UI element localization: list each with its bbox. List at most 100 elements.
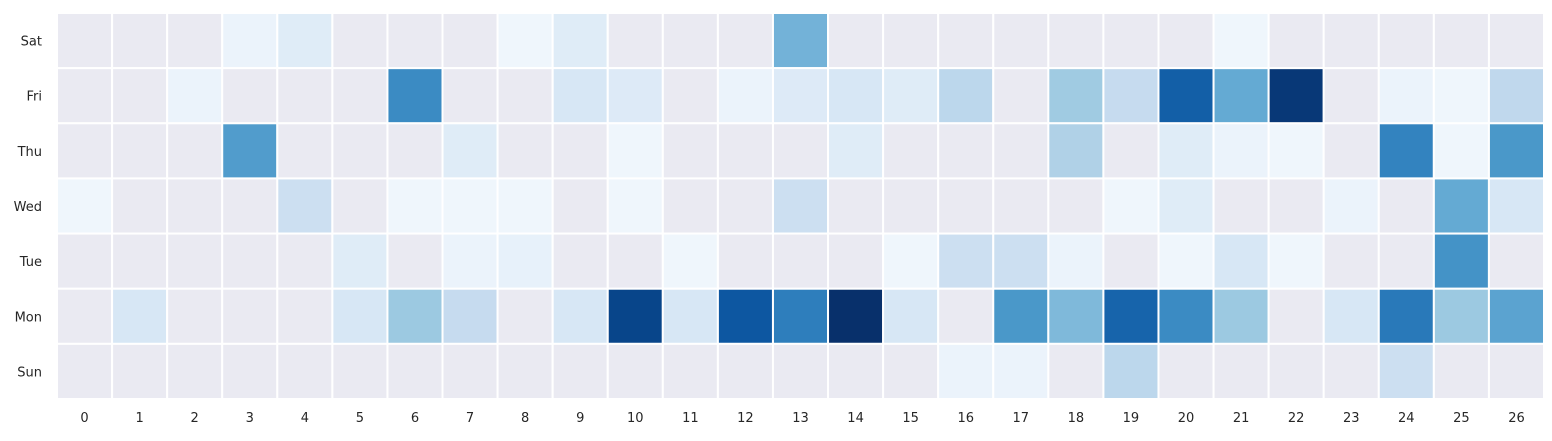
heatmap-cells xyxy=(56,12,1545,401)
heatmap-cell-mon-15 xyxy=(882,287,940,345)
heatmap-cell-thu-25 xyxy=(1432,122,1490,180)
x-tick-label: 4 xyxy=(301,411,309,426)
x-tick-label: 10 xyxy=(627,411,644,426)
heatmap-cell-sun-0 xyxy=(56,342,114,401)
heatmap-cell-wed-18 xyxy=(1047,177,1105,235)
heatmap-cell-mon-14 xyxy=(827,287,885,345)
heatmap-cell-tue-13 xyxy=(771,232,830,290)
heatmap-cell-fri-12 xyxy=(716,67,774,125)
heatmap-cell-fri-13 xyxy=(771,67,830,125)
heatmap-cell-mon-11 xyxy=(661,287,719,345)
heatmap-cell-sun-1 xyxy=(111,342,169,401)
heatmap-cell-tue-9 xyxy=(551,232,609,290)
heatmap-cell-fri-4 xyxy=(276,67,334,125)
heatmap-cell-mon-1 xyxy=(111,287,169,345)
heatmap-cell-wed-23 xyxy=(1322,177,1380,235)
heatmap-cell-wed-12 xyxy=(716,177,774,235)
heatmap-cell-fri-6 xyxy=(386,67,444,125)
heatmap-cell-wed-6 xyxy=(386,177,444,235)
heatmap-cell-thu-6 xyxy=(386,122,444,180)
x-tick-label: 5 xyxy=(356,411,364,426)
heatmap-cell-tue-3 xyxy=(221,232,279,290)
heatmap-cell-wed-26 xyxy=(1487,177,1545,235)
heatmap-cell-mon-8 xyxy=(496,287,554,345)
heatmap-cell-thu-5 xyxy=(331,122,389,180)
x-axis-tick-labels: 0 1 2 3 4 5 6 7 8 9 10 11 12 13 14 15 16 17 18 19 20 21 22 23 24… xyxy=(80,411,1524,426)
heatmap-cell-sat-11 xyxy=(661,12,719,70)
heatmap-cell-fri-1 xyxy=(111,67,169,125)
heatmap-cell-tue-19 xyxy=(1102,232,1160,290)
heatmap-cell-sat-1 xyxy=(111,12,169,70)
y-axis-tick-labels: Sat Fri Thu Wed Tue Mon Sun xyxy=(14,35,42,381)
heatmap-cell-fri-21 xyxy=(1212,67,1270,125)
heatmap-cell-wed-19 xyxy=(1102,177,1160,235)
heatmap-cell-thu-20 xyxy=(1157,122,1215,180)
heatmap-cell-tue-24 xyxy=(1377,232,1435,290)
heatmap-cell-wed-16 xyxy=(937,177,995,235)
heatmap-cell-sun-19 xyxy=(1102,342,1160,401)
heatmap-cell-mon-10 xyxy=(606,287,664,345)
heatmap-cell-fri-3 xyxy=(221,67,279,125)
y-tick-label: Tue xyxy=(19,255,42,270)
heatmap-cell-fri-7 xyxy=(441,67,499,125)
heatmap-cell-sun-7 xyxy=(441,342,499,401)
heatmap-cell-tue-12 xyxy=(716,232,774,290)
heatmap-cell-mon-24 xyxy=(1377,287,1435,345)
heatmap-cell-thu-11 xyxy=(661,122,719,180)
y-tick-label: Sun xyxy=(17,365,42,380)
heatmap-cell-sat-18 xyxy=(1047,12,1105,70)
heatmap-cell-tue-21 xyxy=(1212,232,1270,290)
heatmap-cell-thu-4 xyxy=(276,122,334,180)
heatmap-cell-sat-4 xyxy=(276,12,334,70)
y-tick-label: Fri xyxy=(27,90,43,105)
x-tick-label: 25 xyxy=(1453,411,1470,426)
heatmap-cell-thu-0 xyxy=(56,122,114,180)
heatmap-cell-wed-21 xyxy=(1212,177,1270,235)
heatmap-cell-fri-5 xyxy=(331,67,389,125)
heatmap-cell-thu-2 xyxy=(166,122,224,180)
heatmap-cell-tue-8 xyxy=(496,232,554,290)
heatmap-cell-thu-7 xyxy=(441,122,499,180)
heatmap-cell-sun-24 xyxy=(1377,342,1435,401)
heatmap-cell-sat-16 xyxy=(937,12,995,70)
x-tick-label: 11 xyxy=(682,411,699,426)
x-tick-label: 22 xyxy=(1288,411,1305,426)
heatmap-cell-sun-18 xyxy=(1047,342,1105,401)
heatmap-cell-wed-20 xyxy=(1157,177,1215,235)
heatmap-cell-sat-23 xyxy=(1322,12,1380,70)
heatmap-cell-mon-13 xyxy=(771,287,830,345)
heatmap-cell-sun-25 xyxy=(1432,342,1490,401)
heatmap-cell-thu-15 xyxy=(882,122,940,180)
x-tick-label: 14 xyxy=(847,411,864,426)
heatmap-cell-sun-21 xyxy=(1212,342,1270,401)
heatmap-cell-thu-23 xyxy=(1322,122,1380,180)
x-tick-label: 24 xyxy=(1398,411,1415,426)
heatmap-cell-wed-13 xyxy=(771,177,830,235)
heatmap-cell-wed-3 xyxy=(221,177,279,235)
x-tick-label: 26 xyxy=(1508,411,1525,426)
heatmap-cell-wed-25 xyxy=(1432,177,1490,235)
heatmap-cell-tue-11 xyxy=(661,232,719,290)
heatmap-cell-tue-4 xyxy=(276,232,334,290)
x-tick-label: 20 xyxy=(1178,411,1195,426)
heatmap-cell-sun-17 xyxy=(992,342,1050,401)
heatmap-cell-sat-19 xyxy=(1102,12,1160,70)
heatmap-cell-mon-12 xyxy=(716,287,774,345)
heatmap-cell-thu-8 xyxy=(496,122,554,180)
heatmap-cell-sun-9 xyxy=(551,342,609,401)
heatmap-cell-fri-11 xyxy=(661,67,719,125)
heatmap-cell-thu-21 xyxy=(1212,122,1270,180)
heatmap-cell-sun-12 xyxy=(716,342,774,401)
heatmap-cell-wed-2 xyxy=(166,177,224,235)
heatmap-cell-sat-20 xyxy=(1157,12,1215,70)
heatmap-cell-tue-7 xyxy=(441,232,499,290)
heatmap-cell-sun-14 xyxy=(827,342,885,401)
heatmap-cell-thu-24 xyxy=(1377,122,1435,180)
heatmap-cell-thu-26 xyxy=(1487,122,1545,180)
heatmap-cell-sun-23 xyxy=(1322,342,1380,401)
heatmap-cell-thu-17 xyxy=(992,122,1050,180)
heatmap-cell-thu-14 xyxy=(827,122,885,180)
heatmap-cell-fri-8 xyxy=(496,67,554,125)
heatmap-cell-mon-17 xyxy=(992,287,1050,345)
heatmap-cell-sun-10 xyxy=(606,342,664,401)
